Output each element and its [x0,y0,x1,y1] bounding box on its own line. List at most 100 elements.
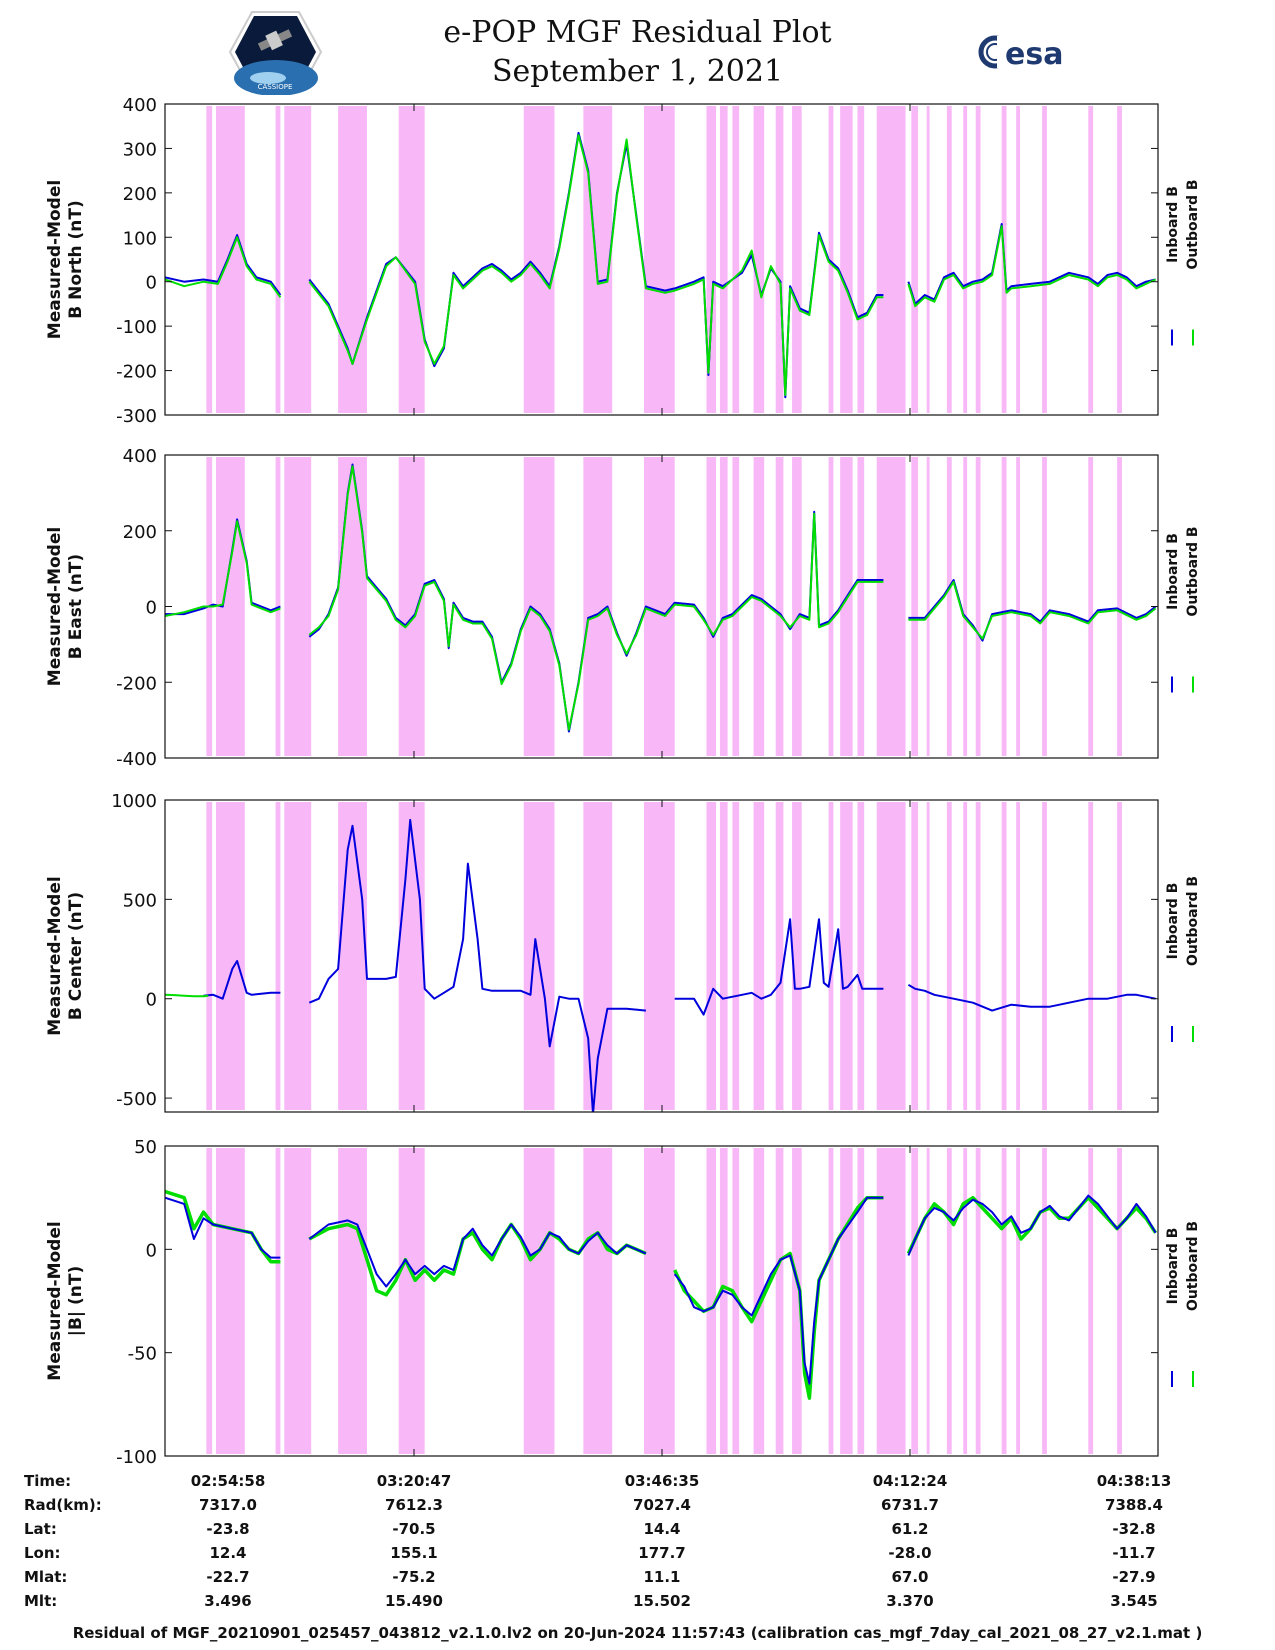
y-tick-label: -500 [116,1089,157,1110]
esa-logo-text: esa [1005,37,1063,72]
outboard-series-line [308,465,884,731]
shaded-band [857,106,865,413]
inboard-series-line [674,918,884,1016]
shaded-band [792,457,802,756]
shaded-band [1117,1148,1122,1454]
info-row-label: Lat: [24,1520,57,1538]
shaded-band [975,106,981,413]
shaded-band [338,1148,367,1454]
shaded-band [523,802,555,1110]
shaded-band [840,106,853,413]
info-cell: 04:12:24 [873,1472,948,1490]
orbit-info-table: Time: Rad(km): Lat: Lon: Mlat: Mlt: 02:54:58 7… [24,1472,1171,1610]
info-cell: 3.370 [886,1592,933,1610]
info-cell: 02:54:58 [191,1472,266,1490]
shaded-band [753,106,765,413]
shaded-band [215,802,245,1110]
shaded-band [706,106,717,413]
shaded-band [1016,802,1020,1110]
shaded-band [775,457,784,756]
inboard-series-line [308,818,646,1112]
shaded-band [215,106,245,413]
info-cell: 177.7 [638,1544,685,1562]
y-tick-label: 0 [146,990,157,1011]
shaded-band [857,802,865,1110]
footer-caption: Residual of MGF_20210901_025457_043812_v… [72,1624,1203,1642]
shaded-band [643,1148,675,1454]
esa-logo: esa [978,35,1063,72]
y-tick-label: 500 [123,890,157,911]
info-cell: 15.490 [385,1592,443,1610]
inboard-series-line [907,1194,1157,1256]
shaded-band [926,802,930,1110]
info-cell: -70.5 [392,1520,435,1538]
shaded-band [840,1148,853,1454]
shaded-band [284,1148,312,1454]
y-axis-label-line2: B Center (nT) [66,892,86,1020]
info-cell: -23.8 [206,1520,249,1538]
info-cell: 7388.4 [1105,1496,1163,1514]
panel-4: 50 0 -50 -100 Measured-Model|B| (nT) Inboard … [45,1137,1201,1468]
info-cell: 12.4 [209,1544,246,1562]
outboard-series-line [165,236,282,298]
inboard-series-line [673,1196,884,1385]
y-tick-label: 0 [146,598,157,619]
outboard-series-line [165,993,209,998]
y-axis-label-line2: B North (nT) [66,200,86,319]
shaded-band [643,802,675,1110]
legend-inboard-label: Inboard B [1165,1228,1181,1305]
shaded-band [857,457,865,756]
y-tick-label: -50 [128,1344,157,1365]
shaded-band [1042,106,1047,413]
legend: Inboard B Outboard B [1165,876,1201,1042]
info-cell: 3.496 [204,1592,251,1610]
info-cell: -75.2 [392,1568,435,1586]
shaded-band [1088,106,1094,413]
panel-3: 1000 500 0 -500 Measured-ModelB Center (nT) I… [45,791,1201,1113]
shaded-band [1088,1148,1094,1454]
shaded-band [719,106,728,413]
shaded-band [206,1148,213,1454]
info-cell: 61.2 [891,1520,928,1538]
shaded-band [911,802,919,1110]
inboard-series-line [907,983,1156,1012]
shaded-band [946,1148,952,1454]
panel-2: 400 200 0 -200 -400 Measured-ModelB East (nT)… [45,446,1201,770]
shaded-band [583,106,613,413]
shaded-band [946,802,952,1110]
outboard-series-line [308,134,884,396]
shaded-band [284,457,312,756]
shaded-band [732,457,740,756]
y-tick-label: 50 [134,1137,157,1158]
info-row-label: Rad(km): [24,1496,102,1514]
shaded-band [719,1148,728,1454]
outboard-series-line [165,520,281,617]
info-cell: 3.545 [1110,1592,1157,1610]
y-tick-label: 400 [123,446,157,467]
shaded-band [338,106,367,413]
shaded-band [775,1148,784,1454]
shaded-band [876,106,906,413]
shaded-band [206,802,213,1110]
shaded-band [828,106,834,413]
y-tick-label: -100 [116,1447,157,1468]
info-cell: 15.502 [633,1592,691,1610]
shaded-band [911,457,919,756]
info-cell: -32.8 [1112,1520,1155,1538]
shaded-band [523,457,555,756]
shaded-band [792,106,802,413]
cassiope-logo: CASSIOPE [228,11,323,95]
y-tick-label: 100 [123,228,157,249]
shaded-band [1117,457,1122,756]
outboard-series-line [907,225,1157,308]
y-axis-label: Measured-ModelB Center (nT) [45,876,86,1035]
y-tick-label: -400 [116,749,157,770]
legend: Inboard B Outboard B [1165,1221,1201,1387]
y-axis-label-line1: Measured-Model [45,180,65,339]
y-tick-label: 200 [123,522,157,543]
shaded-band [1088,457,1094,756]
y-axis-label-line1: Measured-Model [45,1221,65,1380]
info-row-label: Mlat: [24,1568,67,1586]
shaded-band [719,457,728,756]
